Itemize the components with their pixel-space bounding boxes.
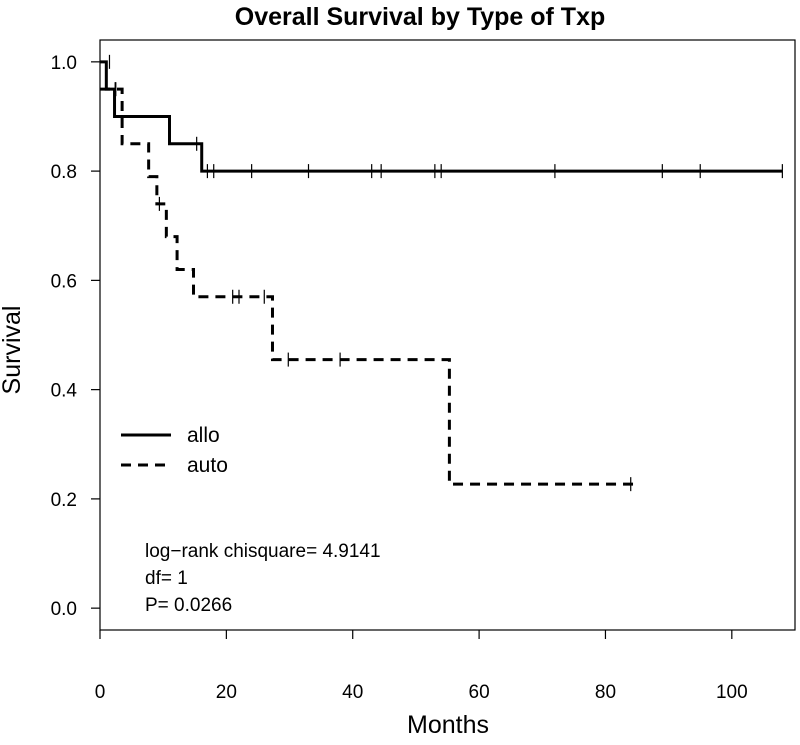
y-tick-label: 0.0 — [51, 599, 77, 620]
series-layer — [100, 54, 783, 492]
stat-df: df= 1 — [145, 568, 188, 589]
stat-chisquare: log−rank chisquare= 4.9141 — [145, 541, 381, 562]
y-tick-label: 0.4 — [51, 381, 78, 402]
x-tick-label: 20 — [216, 682, 237, 703]
x-tick-label: 80 — [595, 682, 616, 703]
x-tick-label: 0 — [95, 682, 106, 703]
stats-annotations: log−rank chisquare= 4.9141 df= 1 P= 0.02… — [145, 541, 381, 616]
y-tick-label: 0.6 — [51, 271, 77, 292]
legend-label-allo: allo — [187, 424, 220, 447]
x-axis: 0 20 40 60 80 100 — [95, 630, 748, 703]
x-tick-label: 40 — [342, 682, 363, 703]
legend-label-auto: auto — [187, 454, 228, 477]
survival-curve-allo — [100, 60, 783, 173]
chart-title: Overall Survival by Type of Txp — [235, 3, 606, 31]
plot-frame — [99, 39, 796, 631]
legend: allo auto — [121, 424, 228, 477]
y-tick-label: 0.8 — [51, 162, 77, 183]
survival-curve-auto — [100, 87, 634, 486]
y-tick-label: 1.0 — [51, 53, 77, 74]
y-tick-label: 0.2 — [51, 490, 77, 511]
stat-pvalue: P= 0.0266 — [145, 595, 232, 616]
y-axis: 0.0 0.2 0.4 0.6 0.8 1.0 — [51, 53, 100, 620]
x-axis-title: Months — [407, 711, 489, 739]
x-tick-label: 100 — [716, 682, 748, 703]
y-axis-title: Survival — [0, 306, 26, 395]
x-tick-label: 60 — [469, 682, 490, 703]
